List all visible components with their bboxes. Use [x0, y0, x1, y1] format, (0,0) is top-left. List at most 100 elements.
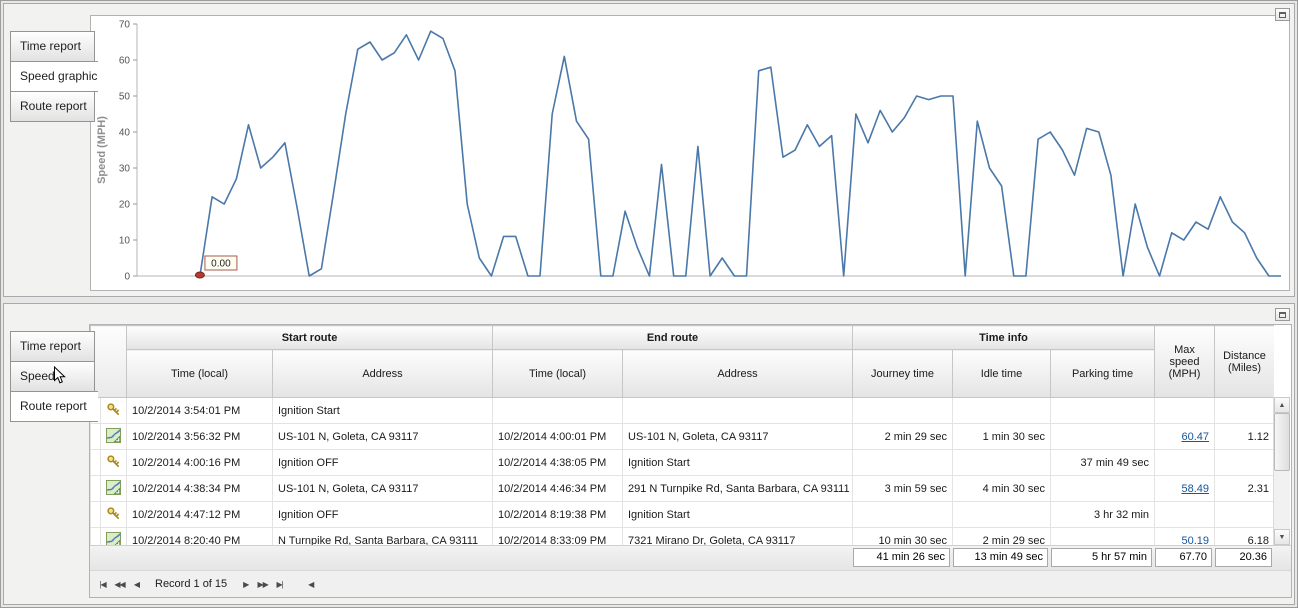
top-tab-strip: Time report Speed graphic Route report: [10, 31, 100, 122]
collapse-panel-button[interactable]: [1275, 308, 1290, 321]
table-row[interactable]: 10/2/2014 4:38:34 PM US-101 N, Goleta, CA…: [90, 475, 1274, 502]
hscrollbar-left-button[interactable]: ◀: [308, 579, 314, 589]
column-header[interactable]: Idle time: [952, 349, 1051, 398]
svg-text:10: 10: [119, 236, 131, 247]
tab-time-report[interactable]: Time report: [10, 331, 95, 362]
table-row[interactable]: 10/2/2014 3:56:32 PM US-101 N, Goleta, CA…: [90, 423, 1274, 450]
distance-cell: [1214, 397, 1274, 424]
pager-next-page-button[interactable]: ▶▶: [257, 579, 269, 589]
table-row[interactable]: 10/2/2014 8:20:40 PM N Turnpike Rd, Santa…: [90, 527, 1274, 546]
max-speed-cell: [1154, 501, 1216, 528]
pager-next-button[interactable]: ▶: [243, 579, 249, 589]
start-time-cell: 10/2/2014 3:56:32 PM: [126, 423, 273, 450]
row-indicator: [90, 527, 101, 545]
speed-line-chart: 0 10 20 30 40 50 60 70 Speed (MPH) 0.00: [96, 20, 1281, 283]
pager-prev-page-button[interactable]: ◀◀: [114, 579, 125, 589]
table-row[interactable]: 10/2/2014 4:00:16 PM Ignition OFF 10/2/201…: [90, 449, 1274, 476]
column-header-distance[interactable]: Distance (Miles): [1214, 325, 1274, 398]
summary-parking: 5 hr 57 min: [1051, 548, 1152, 567]
distance-cell: [1214, 501, 1274, 528]
svg-text:60: 60: [119, 56, 131, 67]
idle-time-cell: [952, 501, 1051, 528]
start-time-cell: 10/2/2014 4:47:12 PM: [126, 501, 273, 528]
parking-time-cell: 3 hr 32 min: [1049, 501, 1156, 528]
grid-scroll-area: Start route End route Time info Max speed (…: [90, 325, 1274, 545]
bottom-tab-strip: Time report Speed graphic Route report: [10, 331, 100, 422]
tab-route-report[interactable]: Route report: [10, 391, 98, 422]
end-address-cell: Ignition Start: [622, 501, 853, 528]
max-speed-link[interactable]: 58.49: [1181, 482, 1210, 495]
route-report-grid: Start route End route Time info Max speed (…: [89, 324, 1292, 598]
key-icon: [107, 454, 120, 467]
end-time-cell: 10/2/2014 8:33:09 PM: [492, 527, 623, 545]
svg-text:50: 50: [119, 92, 131, 103]
start-address-cell: N Turnpike Rd, Santa Barbara, CA 93111: [272, 527, 493, 545]
max-speed-cell: [1154, 449, 1216, 476]
scroll-thumb[interactable]: [1274, 413, 1290, 471]
svg-text:20: 20: [119, 200, 131, 211]
tab-speed-graphic[interactable]: Speed graphic: [10, 61, 98, 92]
end-address-cell: Ignition Start: [622, 449, 853, 476]
end-address-cell: US-101 N, Goleta, CA 93117: [622, 423, 853, 450]
speed-graphic-panel: Time report Speed graphic Route report 0…: [3, 3, 1295, 297]
column-header[interactable]: Time (local): [492, 349, 623, 398]
row-indicator: [90, 423, 101, 450]
scroll-down-button[interactable]: ▼: [1274, 529, 1290, 545]
journey-time-cell: [852, 397, 953, 424]
group-header-time-info[interactable]: Time info: [851, 325, 1156, 350]
group-header-start-route[interactable]: Start route: [126, 325, 493, 350]
summary-max-speed: 67.70: [1155, 548, 1212, 567]
summary-idle: 13 min 49 sec: [953, 548, 1048, 567]
end-address-cell: 291 N Turnpike Rd, Santa Barbara, CA 931…: [622, 475, 853, 502]
journey-time-cell: 2 min 29 sec: [852, 423, 953, 450]
start-address-cell: Ignition Start: [272, 397, 493, 424]
end-address-cell: 7321 Mirano Dr, Goleta, CA 93117: [622, 527, 853, 545]
mouse-cursor-icon: [53, 365, 66, 390]
pager: |◀ ◀◀ ◀ Record 1 of 15 ▶ ▶▶ ▶| ◀: [90, 570, 1291, 597]
column-header-max-speed[interactable]: Max speed (MPH): [1154, 325, 1216, 398]
column-header[interactable]: Parking time: [1049, 349, 1156, 398]
column-header[interactable]: Address: [272, 349, 493, 398]
pager-last-button[interactable]: ▶|: [276, 579, 284, 589]
group-header-end-route[interactable]: End route: [492, 325, 853, 350]
key-icon: [100, 449, 127, 476]
distance-cell: 1.12: [1214, 423, 1274, 450]
scroll-up-button[interactable]: ▲: [1274, 397, 1290, 413]
column-header[interactable]: Journey time: [852, 349, 953, 398]
max-speed-cell: [1154, 397, 1216, 424]
journey-time-cell: 10 min 30 sec: [852, 527, 953, 545]
key-icon: [107, 402, 120, 415]
row-indicator: [90, 475, 101, 502]
end-time-cell: 10/2/2014 4:38:05 PM: [492, 449, 623, 476]
tab-time-report[interactable]: Time report: [10, 31, 95, 62]
tab-route-report[interactable]: Route report: [10, 91, 95, 122]
vertical-scrollbar[interactable]: ▲ ▼: [1273, 397, 1290, 545]
journey-time-cell: [852, 501, 953, 528]
route-map-icon: [106, 479, 121, 495]
max-speed-link[interactable]: 50.19: [1181, 534, 1210, 546]
max-speed-cell: 60.47: [1154, 423, 1216, 450]
route-map-icon: [100, 527, 127, 545]
pager-prev-button[interactable]: ◀: [133, 579, 140, 589]
idle-time-cell: [952, 449, 1051, 476]
key-icon: [107, 506, 120, 519]
route-map-icon: [100, 423, 127, 450]
end-time-cell: [492, 397, 623, 424]
collapse-panel-button[interactable]: [1275, 8, 1290, 21]
route-table: Start route End route Time info Max speed (…: [90, 325, 1274, 545]
key-icon: [100, 501, 127, 528]
table-row[interactable]: 10/2/2014 4:47:12 PM Ignition OFF 10/2/201…: [90, 501, 1274, 528]
pager-first-button[interactable]: |◀: [99, 579, 106, 589]
svg-text:70: 70: [119, 20, 131, 31]
row-indicator: [90, 449, 101, 476]
table-row[interactable]: 10/2/2014 3:54:01 PM Ignition Start: [90, 397, 1274, 424]
idle-time-cell: 1 min 30 sec: [952, 423, 1051, 450]
column-header[interactable]: Time (local): [126, 349, 273, 398]
start-time-cell: 10/2/2014 4:38:34 PM: [126, 475, 273, 502]
column-header[interactable]: Address: [622, 349, 853, 398]
start-address-cell: Ignition OFF: [272, 501, 493, 528]
end-time-cell: 10/2/2014 4:00:01 PM: [492, 423, 623, 450]
parking-time-cell: [1049, 397, 1156, 424]
max-speed-link[interactable]: 60.47: [1181, 430, 1210, 443]
parking-time-cell: 37 min 49 sec: [1049, 449, 1156, 476]
